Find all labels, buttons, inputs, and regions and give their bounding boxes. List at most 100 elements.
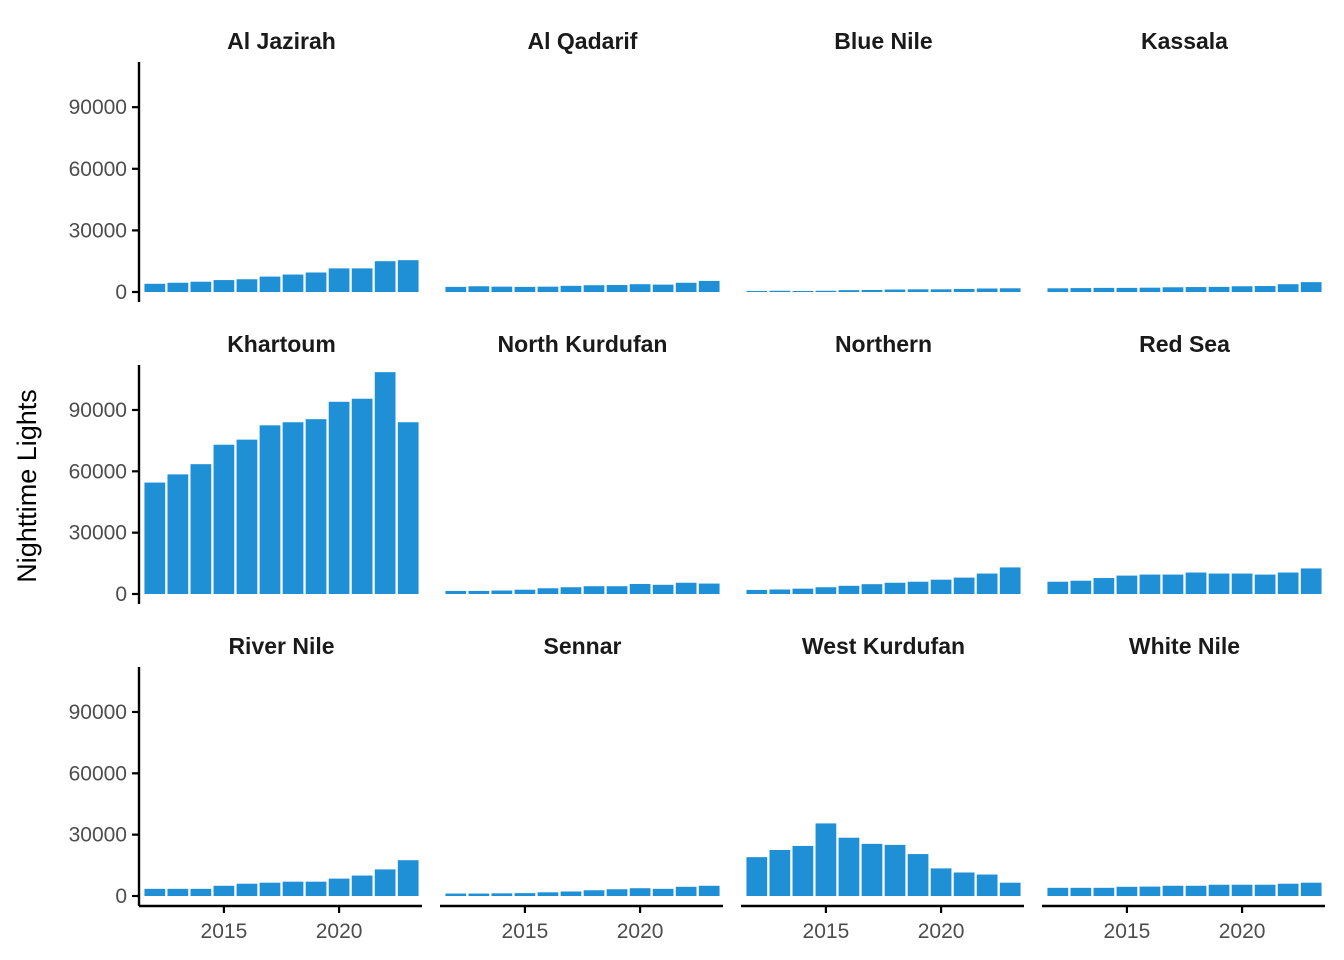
facet-title: Sennar <box>544 633 622 659</box>
bar-2019 <box>907 289 929 292</box>
bar-2017 <box>861 843 883 896</box>
bar-2016 <box>236 439 258 594</box>
bar-2017 <box>259 276 281 292</box>
bar-2016 <box>838 837 860 896</box>
bar-2022 <box>675 886 697 896</box>
bar-2016 <box>1139 574 1161 594</box>
facet-red-sea: Red Sea <box>1047 331 1322 594</box>
y-tick-label: 0 <box>115 281 127 304</box>
bar-2020 <box>328 401 350 594</box>
facet-al-jazirah: Al Jazirah 0 30000 60000 90000 <box>69 28 419 304</box>
bar-2012 <box>1047 288 1069 292</box>
y-tick-label: 30000 <box>69 219 127 242</box>
bar-2013 <box>167 888 189 896</box>
bar-2019 <box>606 586 628 594</box>
bar-2023 <box>397 422 419 594</box>
bar-2019 <box>1208 286 1230 292</box>
bar-2020 <box>930 579 952 594</box>
bar-2014 <box>491 893 513 896</box>
bar-2023 <box>397 260 419 292</box>
y-tick-label: 60000 <box>69 460 127 483</box>
bar-2023 <box>999 567 1021 594</box>
bar-2019 <box>1208 573 1230 594</box>
facet-khartoum: Khartoum 0 30000 60000 90000 <box>69 331 419 606</box>
bar-2014 <box>491 286 513 292</box>
bar-2023 <box>999 882 1021 896</box>
bar-2018 <box>884 582 906 594</box>
facet-river-nile: River Nile 0 30000 60000 90000 2015 2020 <box>69 633 422 943</box>
bar-2014 <box>792 290 814 292</box>
bar-2014 <box>491 590 513 594</box>
facet-title: Al Jazirah <box>227 28 336 54</box>
bar-2013 <box>769 850 791 896</box>
bar-2013 <box>167 282 189 292</box>
bar-2014 <box>1093 287 1115 292</box>
bar-2017 <box>560 285 582 292</box>
facet-panels: Al Jazirah 0 30000 60000 90000 Al Qadarif Blue… <box>69 28 1325 943</box>
bar-2020 <box>1231 573 1253 594</box>
bar-2020 <box>629 583 651 594</box>
bar-2018 <box>1185 287 1207 292</box>
bar-2020 <box>1231 286 1253 292</box>
bar-2014 <box>792 845 814 896</box>
bar-2022 <box>1277 572 1299 594</box>
y-tick-label: 60000 <box>69 762 127 785</box>
bar-2013 <box>769 290 791 292</box>
bar-2018 <box>583 285 605 292</box>
bar-2015 <box>514 893 536 896</box>
facet-title: Red Sea <box>1139 331 1230 357</box>
y-tick-label: 90000 <box>69 399 127 422</box>
bar-2014 <box>190 281 212 292</box>
facet-title: Blue Nile <box>834 28 932 54</box>
y-tick-label: 90000 <box>69 701 127 724</box>
bar-2022 <box>976 573 998 594</box>
bar-2013 <box>769 589 791 594</box>
bar-2018 <box>282 881 304 896</box>
bar-2023 <box>1300 282 1322 292</box>
bar-2023 <box>698 280 720 292</box>
x-tick-label: 2020 <box>1219 920 1266 943</box>
bar-2022 <box>374 261 396 292</box>
y-tick-label: 60000 <box>69 158 127 181</box>
bar-2019 <box>305 272 327 292</box>
facet-title: Northern <box>835 331 932 357</box>
bar-2020 <box>629 888 651 896</box>
bar-2018 <box>282 274 304 292</box>
bar-2019 <box>907 581 929 594</box>
bar-2021 <box>953 872 975 896</box>
bar-2015 <box>514 286 536 292</box>
facet-title: White Nile <box>1129 633 1240 659</box>
bar-2018 <box>1185 885 1207 896</box>
facet-title: West Kurdufan <box>802 633 965 659</box>
bar-2021 <box>1254 884 1276 896</box>
bar-2018 <box>884 289 906 292</box>
bar-2015 <box>213 280 235 292</box>
bar-2016 <box>1139 287 1161 292</box>
bar-2022 <box>976 874 998 896</box>
y-axis-title: Nighttime Lights <box>12 389 42 583</box>
bar-2020 <box>328 878 350 896</box>
bar-2013 <box>468 286 490 292</box>
bar-2012 <box>445 590 467 594</box>
x-tick-label: 2015 <box>803 920 850 943</box>
x-tick-label: 2020 <box>316 920 363 943</box>
bar-2016 <box>838 290 860 292</box>
bar-2014 <box>190 888 212 896</box>
bar-2016 <box>537 588 559 594</box>
bar-2012 <box>746 857 768 896</box>
bar-2015 <box>514 589 536 594</box>
bar-2013 <box>1070 288 1092 292</box>
bar-2017 <box>861 584 883 594</box>
bar-2021 <box>652 584 674 594</box>
facet-title: Al Qadarif <box>528 28 638 54</box>
bar-2013 <box>1070 580 1092 594</box>
bar-2023 <box>698 885 720 896</box>
facet-al-qadarif: Al Qadarif <box>445 28 720 292</box>
bar-2022 <box>1277 883 1299 896</box>
bar-2021 <box>1254 286 1276 292</box>
bar-2023 <box>1300 882 1322 896</box>
x-tick-label: 2015 <box>201 920 248 943</box>
bar-2013 <box>468 590 490 594</box>
bar-2018 <box>583 890 605 896</box>
